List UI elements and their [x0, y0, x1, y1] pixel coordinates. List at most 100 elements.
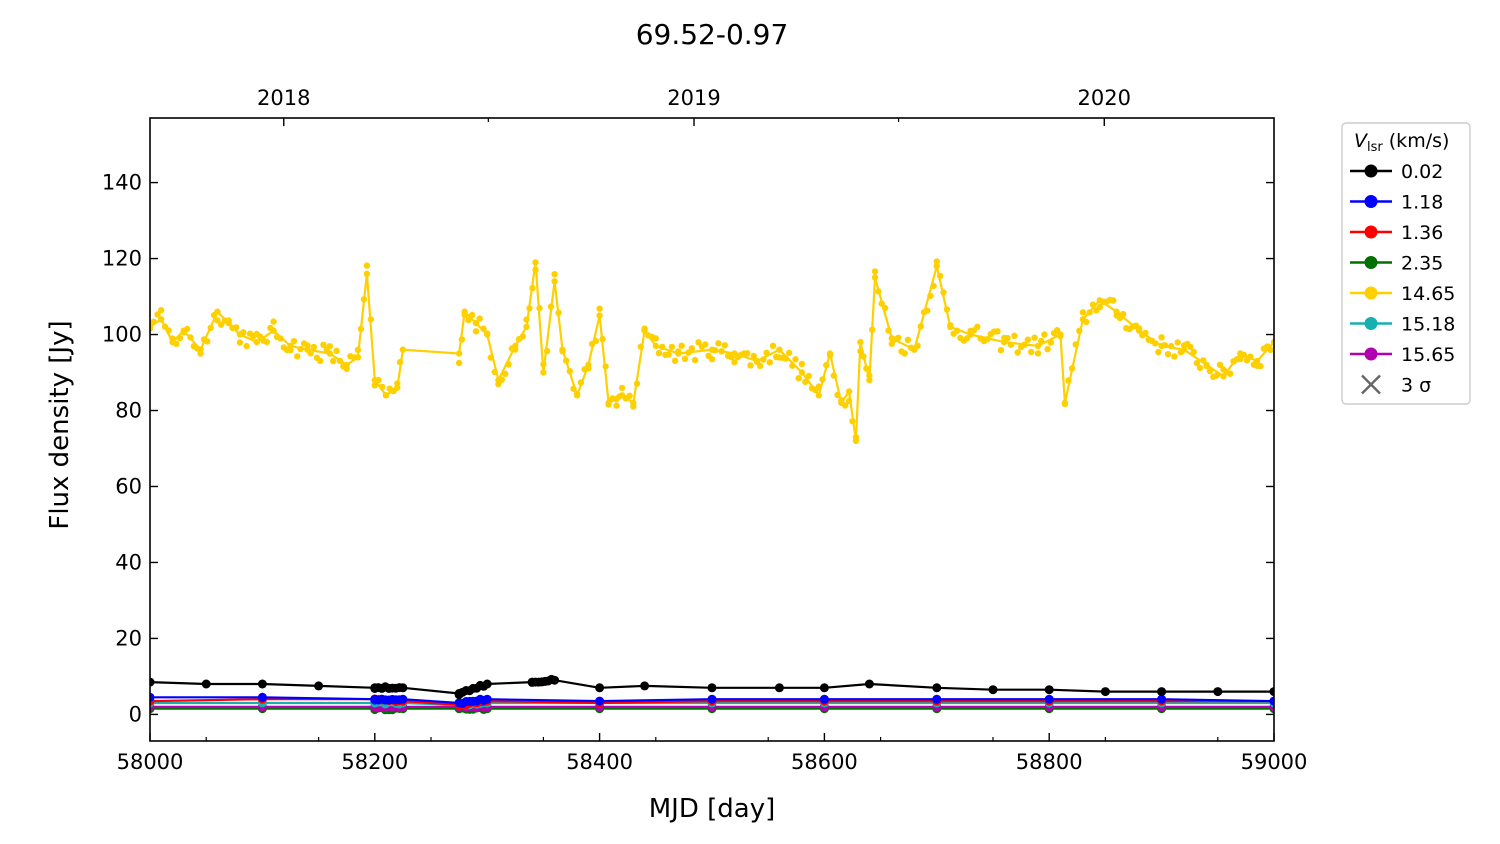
data-point: [1014, 349, 1021, 356]
data-point: [290, 338, 298, 345]
data-point: [605, 399, 612, 407]
data-point: [357, 325, 365, 333]
legend-label-2.35: 2.35: [1401, 253, 1443, 275]
data-point: [1227, 370, 1234, 377]
data-point: [458, 336, 466, 343]
data-point: [326, 343, 333, 350]
data-point: [527, 677, 537, 687]
data-point: [863, 365, 870, 372]
data-point: [866, 376, 873, 384]
data-point: [370, 694, 380, 704]
data-point: [236, 339, 244, 346]
data-point: [932, 694, 942, 704]
data-point: [455, 350, 463, 357]
data-point: [731, 359, 738, 366]
y-tick-label: 0: [129, 702, 142, 726]
data-point: [577, 379, 585, 386]
data-point: [685, 349, 692, 356]
data-point: [1021, 341, 1028, 348]
data-point: [1203, 361, 1210, 369]
data-point: [776, 346, 783, 353]
data-point: [1034, 342, 1042, 350]
data-point: [1187, 343, 1194, 351]
data-point: [911, 346, 918, 353]
data-point: [547, 303, 555, 310]
x-tick-label: 58400: [566, 750, 633, 774]
data-point: [1237, 355, 1244, 363]
data-point: [678, 342, 685, 349]
data-point: [461, 308, 468, 315]
data-point: [1168, 342, 1175, 350]
data-point: [233, 324, 240, 331]
data-point: [792, 356, 799, 363]
data-point: [214, 317, 221, 324]
legend-label-15.65: 15.65: [1401, 344, 1455, 366]
series-0.02: [150, 674, 1274, 700]
data-point: [659, 343, 666, 350]
y-tick-label: 60: [115, 474, 142, 498]
data-point: [988, 685, 998, 695]
data-point: [613, 395, 620, 403]
data-point: [570, 385, 577, 392]
data-point: [881, 304, 889, 312]
data-point: [465, 316, 472, 324]
data-point: [927, 292, 934, 300]
data-point: [165, 327, 172, 334]
data-point: [1028, 348, 1035, 356]
data-point: [354, 346, 362, 354]
x-tick-label: 58200: [341, 750, 408, 774]
data-point: [455, 359, 463, 367]
data-point: [1113, 308, 1120, 315]
data-point: [287, 342, 294, 350]
data-point: [371, 376, 378, 384]
data-point: [681, 355, 689, 362]
data-point: [857, 348, 864, 355]
data-point: [476, 315, 483, 322]
legend-marker-2.35: [1364, 256, 1378, 269]
data-point: [1119, 310, 1127, 318]
data-point: [1157, 687, 1167, 697]
legend-marker-1.36: [1364, 225, 1378, 239]
data-point: [652, 342, 659, 350]
data-point: [943, 306, 951, 313]
y-tick-label: 120: [102, 247, 142, 271]
data-point: [633, 380, 641, 387]
data-point: [555, 309, 562, 316]
y-tick-label: 100: [102, 323, 142, 347]
data-point: [379, 383, 386, 391]
data-point: [505, 361, 512, 368]
y-tick-label: 40: [115, 550, 142, 574]
legend-marker-0.02: [1364, 164, 1378, 178]
data-point: [297, 345, 304, 353]
data-point: [225, 319, 232, 327]
data-point: [543, 347, 551, 355]
data-point: [399, 346, 407, 353]
data-point: [763, 349, 770, 356]
legend-box: [1341, 122, 1471, 405]
plot-area: [150, 258, 1274, 715]
data-point: [782, 355, 790, 362]
data-point: [1216, 361, 1224, 368]
data-point: [715, 340, 722, 347]
data-point: [158, 307, 165, 314]
data-point: [1158, 334, 1165, 341]
data-point: [718, 348, 725, 355]
data-point: [974, 323, 981, 330]
data-point: [815, 383, 822, 390]
data-point: [1155, 348, 1162, 356]
data-point: [933, 258, 940, 265]
data-point: [1044, 346, 1051, 353]
data-point: [1180, 346, 1188, 353]
data-point: [1044, 694, 1054, 704]
data-point: [270, 327, 277, 334]
data-point: [523, 323, 530, 331]
data-point: [618, 392, 626, 399]
top-year-label: 2019: [667, 86, 720, 110]
data-point: [802, 378, 809, 386]
data-point: [933, 263, 940, 270]
data-point: [731, 350, 738, 357]
data-point: [1193, 359, 1201, 367]
data-point: [721, 342, 728, 349]
data-point: [454, 698, 464, 708]
data-point: [1135, 327, 1143, 334]
